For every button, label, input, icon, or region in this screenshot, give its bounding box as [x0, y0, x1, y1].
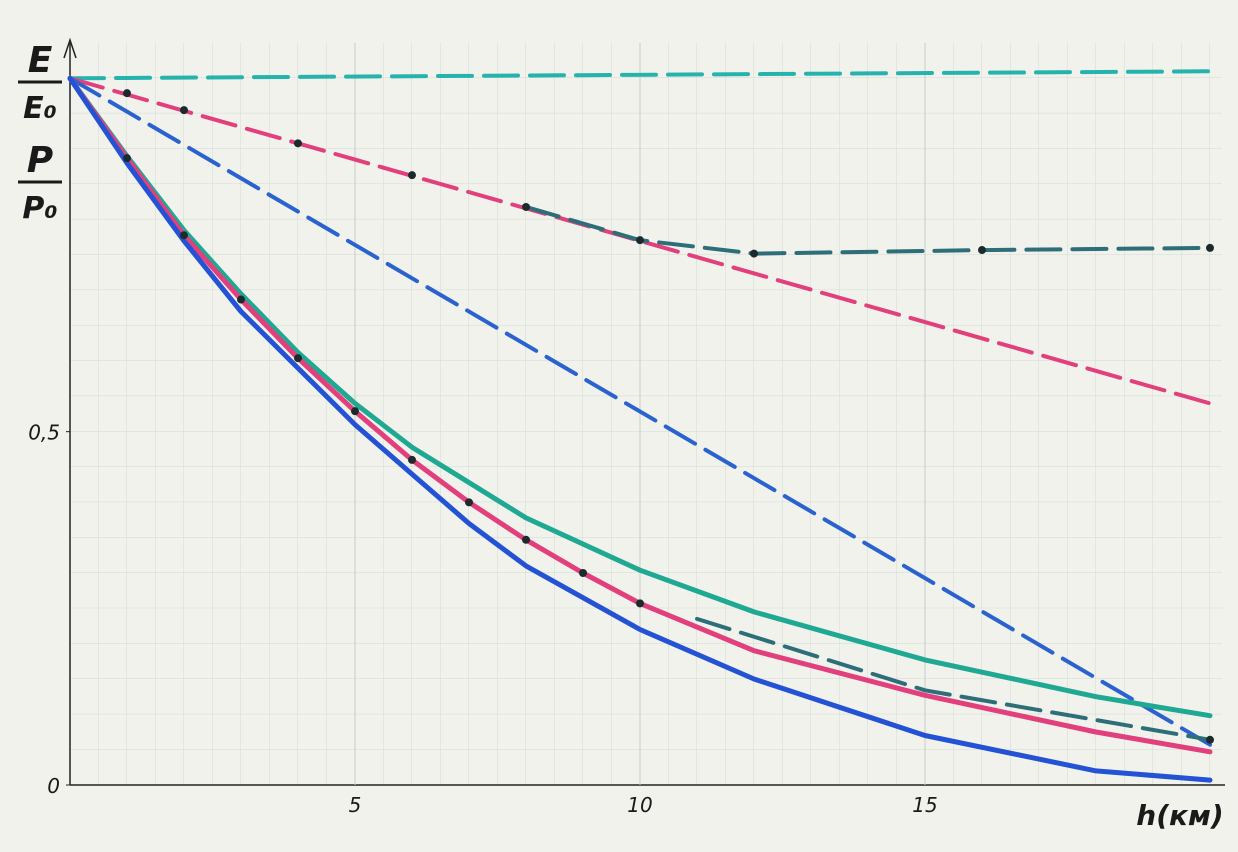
data-dot — [978, 246, 986, 254]
x-tick-label: 10 — [627, 793, 652, 817]
data-dot — [294, 139, 302, 147]
data-dot — [636, 599, 644, 607]
y-tick-label: 0,5 — [28, 421, 60, 445]
chart: E E₀ P P₀ h(км) 0 0,5 5 10 15 — [0, 0, 1238, 852]
y-tick-label: 0 — [47, 774, 60, 798]
data-dot — [636, 236, 644, 244]
data-dot — [750, 250, 758, 258]
data-dot — [408, 171, 416, 179]
y-label-den: E₀ — [23, 91, 57, 126]
data-dot — [1206, 244, 1214, 252]
data-dot — [408, 456, 416, 464]
data-dot — [465, 498, 473, 506]
x-tick-label: 5 — [349, 793, 362, 817]
data-dot — [123, 89, 131, 97]
data-dot — [351, 407, 359, 415]
data-dot — [237, 296, 245, 304]
y-label-num: E — [28, 40, 53, 81]
data-dot — [522, 536, 530, 544]
data-dot — [522, 203, 530, 211]
y-label-den: P₀ — [22, 191, 57, 226]
data-dot — [123, 154, 131, 162]
data-dot — [579, 569, 587, 577]
data-dot — [180, 106, 188, 114]
x-label: h(км) — [1136, 799, 1223, 832]
data-dot — [294, 354, 302, 362]
x-tick-label: 15 — [912, 793, 937, 817]
data-dot — [1206, 736, 1214, 744]
data-dot — [180, 231, 188, 239]
page: E E₀ P P₀ h(км) 00,551015 (() => { const… — [0, 0, 1238, 852]
y-label-num: P — [27, 140, 53, 181]
